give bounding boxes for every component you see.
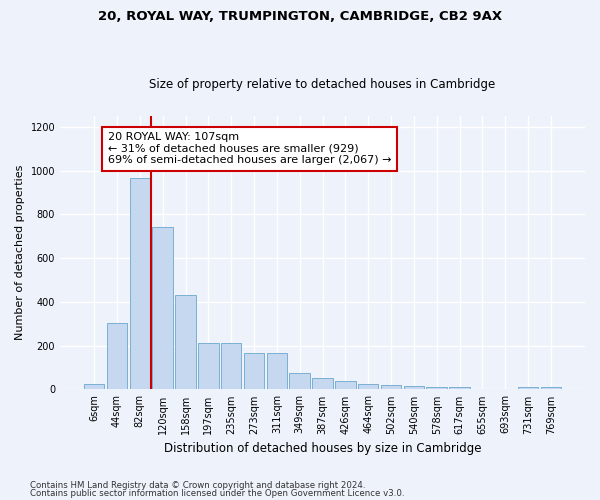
Bar <box>130 178 150 390</box>
Text: Contains HM Land Registry data © Crown copyright and database right 2024.: Contains HM Land Registry data © Crown c… <box>30 481 365 490</box>
Text: 20 ROYAL WAY: 107sqm
← 31% of detached houses are smaller (929)
69% of semi-deta: 20 ROYAL WAY: 107sqm ← 31% of detached h… <box>108 132 391 166</box>
Text: Contains public sector information licensed under the Open Government Licence v3: Contains public sector information licen… <box>30 488 404 498</box>
Bar <box>175 296 196 390</box>
Bar <box>266 354 287 390</box>
Bar <box>107 322 127 390</box>
Bar <box>427 387 447 390</box>
Bar <box>541 387 561 390</box>
Y-axis label: Number of detached properties: Number of detached properties <box>15 165 25 340</box>
Text: 20, ROYAL WAY, TRUMPINGTON, CAMBRIDGE, CB2 9AX: 20, ROYAL WAY, TRUMPINGTON, CAMBRIDGE, C… <box>98 10 502 23</box>
Bar <box>518 387 538 390</box>
Title: Size of property relative to detached houses in Cambridge: Size of property relative to detached ho… <box>149 78 496 91</box>
Bar <box>221 344 241 390</box>
Bar <box>404 386 424 390</box>
Bar <box>244 354 264 390</box>
Bar <box>152 228 173 390</box>
Bar <box>198 344 218 390</box>
Bar <box>449 387 470 390</box>
Bar <box>84 384 104 390</box>
Bar <box>312 378 333 390</box>
X-axis label: Distribution of detached houses by size in Cambridge: Distribution of detached houses by size … <box>164 442 481 455</box>
Bar <box>289 373 310 390</box>
Bar <box>358 384 379 390</box>
Bar <box>381 385 401 390</box>
Bar <box>335 380 356 390</box>
